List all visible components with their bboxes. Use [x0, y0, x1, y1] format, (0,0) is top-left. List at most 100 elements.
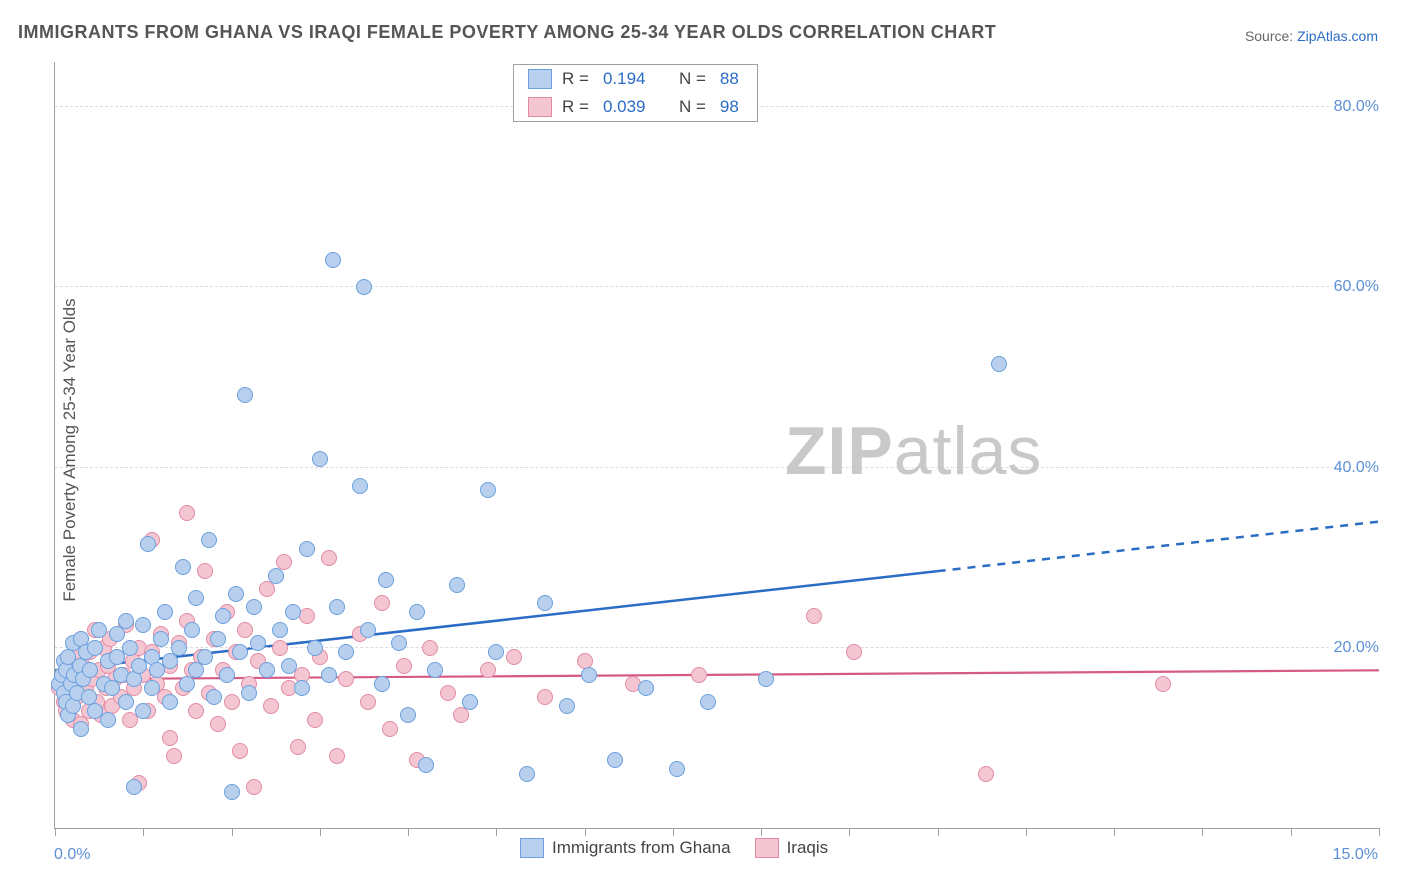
stat-N-label: N =: [679, 97, 706, 117]
scatter-point-ghana: [206, 689, 222, 705]
scatter-point-ghana: [360, 622, 376, 638]
scatter-point-ghana: [126, 779, 142, 795]
scatter-point-ghana: [179, 676, 195, 692]
y-tick-label: 80.0%: [1332, 98, 1381, 116]
scatter-point-iraqi: [382, 721, 398, 737]
legend-label-iraqi: Iraqis: [787, 838, 829, 858]
scatter-point-ghana: [144, 680, 160, 696]
scatter-point-ghana: [171, 640, 187, 656]
scatter-point-iraqi: [188, 703, 204, 719]
trend-line-ghana-dashed: [938, 522, 1379, 572]
scatter-point-iraqi: [537, 689, 553, 705]
x-tick: [938, 828, 939, 836]
scatter-point-ghana: [224, 784, 240, 800]
scatter-point-iraqi: [307, 712, 323, 728]
scatter-point-ghana: [418, 757, 434, 773]
legend-label-ghana: Immigrants from Ghana: [552, 838, 731, 858]
scatter-point-ghana: [140, 536, 156, 552]
scatter-point-ghana: [427, 662, 443, 678]
legend-item-ghana: Immigrants from Ghana: [520, 838, 731, 858]
stat-R-label: R =: [562, 97, 589, 117]
scatter-point-iraqi: [263, 698, 279, 714]
watermark: ZIPatlas: [785, 412, 1042, 490]
scatter-point-ghana: [188, 662, 204, 678]
x-tick: [232, 828, 233, 836]
x-tick: [496, 828, 497, 836]
scatter-point-ghana: [250, 635, 266, 651]
trend-lines-layer: [55, 62, 1379, 828]
scatter-point-ghana: [299, 541, 315, 557]
scatter-point-ghana: [241, 685, 257, 701]
scatter-point-ghana: [162, 653, 178, 669]
scatter-point-ghana: [480, 482, 496, 498]
source-link[interactable]: ZipAtlas.com: [1297, 28, 1378, 44]
plot-area: 20.0%40.0%60.0%80.0%ZIPatlasR =0.194 N =…: [54, 62, 1379, 829]
correlation-stats-box: R =0.194 N =88R =0.039 N =98: [513, 64, 758, 122]
scatter-point-ghana: [237, 387, 253, 403]
scatter-point-ghana: [488, 644, 504, 660]
x-tick: [585, 828, 586, 836]
scatter-point-ghana: [82, 662, 98, 678]
stat-N-label: N =: [679, 69, 706, 89]
scatter-point-ghana: [100, 712, 116, 728]
scatter-point-ghana: [201, 532, 217, 548]
scatter-point-iraqi: [272, 640, 288, 656]
x-tick: [673, 828, 674, 836]
scatter-point-ghana: [352, 478, 368, 494]
scatter-point-ghana: [462, 694, 478, 710]
scatter-point-ghana: [246, 599, 262, 615]
stat-R-label: R =: [562, 69, 589, 89]
scatter-point-ghana: [219, 667, 235, 683]
scatter-point-ghana: [294, 680, 310, 696]
scatter-point-ghana: [378, 572, 394, 588]
scatter-point-ghana: [391, 635, 407, 651]
x-tick: [849, 828, 850, 836]
scatter-point-iraqi: [806, 608, 822, 624]
scatter-point-iraqi: [978, 766, 994, 782]
legend-item-iraqi: Iraqis: [755, 838, 829, 858]
scatter-point-ghana: [197, 649, 213, 665]
scatter-point-iraqi: [453, 707, 469, 723]
scatter-point-ghana: [991, 356, 1007, 372]
scatter-point-ghana: [321, 667, 337, 683]
scatter-point-iraqi: [321, 550, 337, 566]
scatter-point-iraqi: [422, 640, 438, 656]
stat-N-value-iraqi: 98: [720, 97, 739, 117]
scatter-point-ghana: [109, 626, 125, 642]
scatter-point-iraqi: [396, 658, 412, 674]
scatter-point-iraqi: [166, 748, 182, 764]
stat-R-value-ghana: 0.194: [603, 69, 646, 89]
scatter-point-ghana: [758, 671, 774, 687]
scatter-point-ghana: [325, 252, 341, 268]
x-tick: [1291, 828, 1292, 836]
swatch-iraqi: [528, 97, 552, 117]
x-tick: [320, 828, 321, 836]
scatter-point-iraqi: [338, 671, 354, 687]
scatter-point-ghana: [374, 676, 390, 692]
scatter-point-ghana: [135, 617, 151, 633]
scatter-point-iraqi: [506, 649, 522, 665]
series-legend: Immigrants from Ghana Iraqis: [520, 838, 828, 858]
scatter-point-ghana: [559, 698, 575, 714]
scatter-point-ghana: [153, 631, 169, 647]
scatter-point-iraqi: [232, 743, 248, 759]
scatter-point-ghana: [215, 608, 231, 624]
stats-row-ghana: R =0.194 N =88: [514, 65, 757, 93]
x-tick: [1202, 828, 1203, 836]
y-tick-label: 60.0%: [1332, 278, 1381, 296]
scatter-point-ghana: [162, 694, 178, 710]
scatter-point-iraqi: [210, 716, 226, 732]
scatter-point-ghana: [268, 568, 284, 584]
scatter-point-ghana: [409, 604, 425, 620]
scatter-point-ghana: [210, 631, 226, 647]
scatter-point-iraqi: [290, 739, 306, 755]
scatter-point-ghana: [122, 640, 138, 656]
stat-R-value-iraqi: 0.039: [603, 97, 646, 117]
scatter-point-ghana: [638, 680, 654, 696]
scatter-point-ghana: [400, 707, 416, 723]
scatter-point-ghana: [285, 604, 301, 620]
scatter-point-iraqi: [259, 581, 275, 597]
x-tick: [408, 828, 409, 836]
scatter-point-ghana: [232, 644, 248, 660]
scatter-point-ghana: [175, 559, 191, 575]
